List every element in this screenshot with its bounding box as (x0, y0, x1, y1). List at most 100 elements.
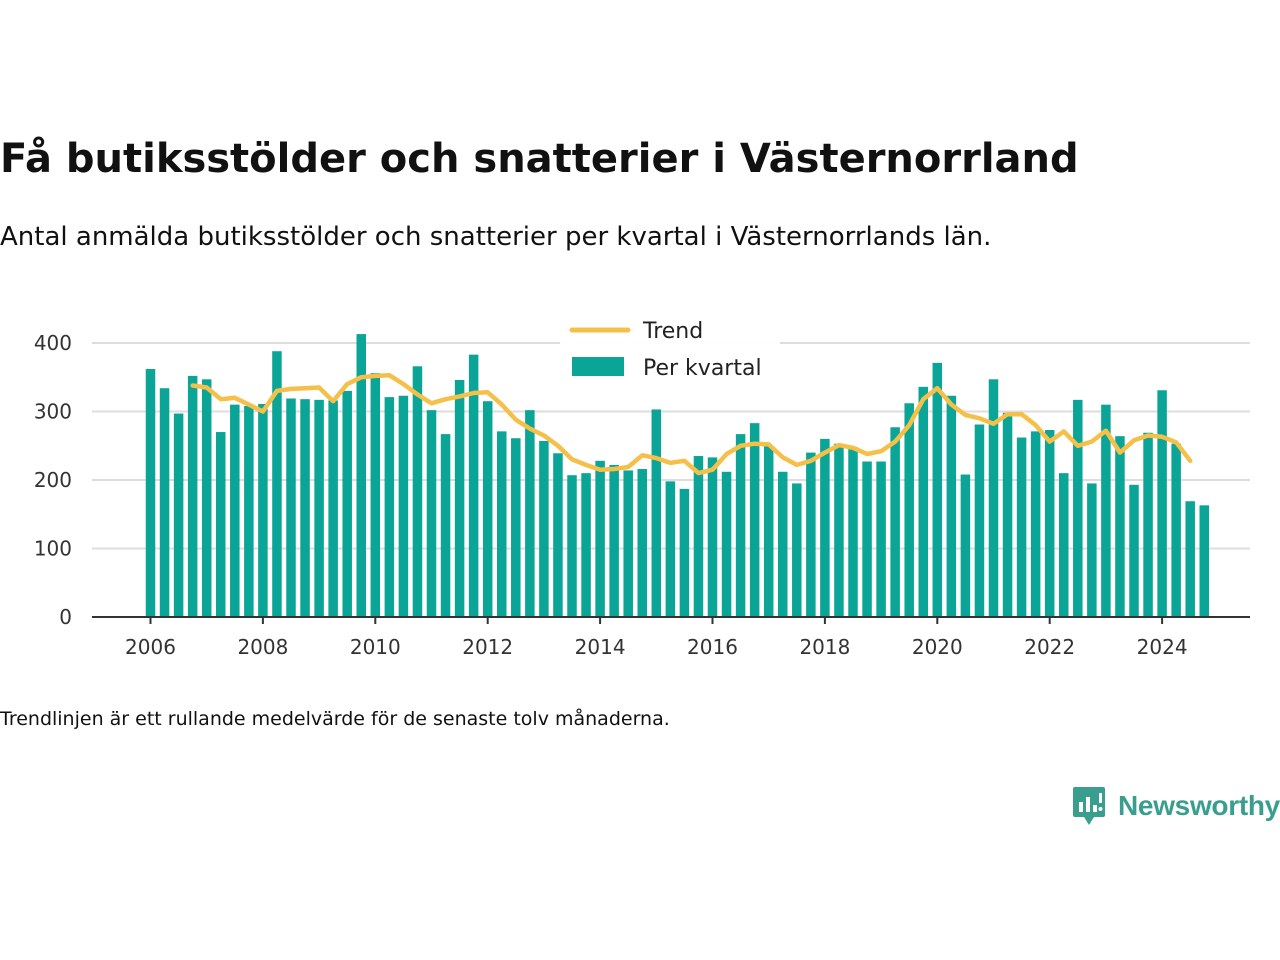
bar (862, 461, 872, 617)
bar (1185, 501, 1195, 617)
bar (1059, 473, 1069, 617)
bar (960, 474, 971, 617)
bar (187, 375, 198, 617)
bar-series (145, 334, 1209, 617)
bar (932, 362, 943, 617)
bar (1115, 436, 1125, 617)
bar (946, 395, 957, 617)
bar (244, 406, 254, 617)
chart-title: Få butiksstölder och snatterier i Väster… (0, 136, 1079, 182)
legend-bar-label: Per kvartal (643, 356, 762, 381)
bar (609, 464, 619, 617)
bar (581, 473, 591, 617)
x-tick-label: 2024 (1137, 635, 1188, 659)
bar (342, 390, 352, 617)
bar (440, 434, 451, 617)
bar (1073, 399, 1083, 617)
bar (384, 397, 395, 617)
bar (553, 453, 563, 617)
y-tick-label: 300 (34, 400, 72, 424)
bar (159, 388, 170, 617)
bar (918, 386, 928, 617)
bar (511, 438, 521, 617)
y-tick-label: 100 (34, 537, 72, 561)
bar (665, 481, 676, 617)
bar (328, 400, 338, 617)
bar (426, 410, 437, 617)
bar (834, 443, 844, 617)
bar (1157, 390, 1167, 617)
trend-series (190, 372, 1193, 476)
x-axis-ticks: 2006 2008 2010 2012 2014 2016 2018 2020 2022 2024 (125, 617, 1188, 659)
bar (749, 423, 760, 617)
bar (230, 404, 240, 617)
x-tick-label: 2022 (1024, 635, 1075, 659)
trend-line (190, 372, 1193, 476)
legend-trend-label: Trend (642, 319, 703, 344)
bar (314, 399, 324, 617)
bar (497, 431, 507, 617)
bar (525, 410, 535, 617)
bar (848, 447, 858, 617)
bar (468, 354, 479, 617)
bar (707, 457, 718, 617)
bar (637, 469, 647, 617)
bar (721, 471, 732, 617)
y-tick-label: 400 (34, 331, 72, 355)
bar (792, 483, 802, 617)
x-tick-label: 2018 (799, 635, 850, 659)
y-axis-ticks: 0 100 200 300 400 (34, 331, 72, 629)
bar (679, 488, 690, 617)
legend-bar-swatch (572, 357, 624, 376)
bar (173, 413, 184, 617)
bar (974, 424, 985, 617)
x-tick-label: 2012 (462, 635, 513, 659)
bar (595, 460, 605, 617)
bar (272, 351, 282, 617)
brand-name: Newsworthy (1118, 790, 1280, 821)
bar (890, 427, 900, 617)
bar (693, 456, 704, 617)
x-tick-label: 2020 (912, 635, 963, 659)
bar (300, 399, 310, 617)
y-tick-label: 200 (34, 468, 72, 492)
bar (1143, 432, 1153, 617)
bar (1171, 443, 1181, 617)
legend: Trend Per kvartal (560, 312, 780, 388)
bar (904, 403, 914, 617)
x-tick-label: 2014 (575, 635, 626, 659)
x-tick-label: 2010 (350, 635, 401, 659)
footnote: Trendlinjen är ett rullande medelvärde f… (0, 708, 670, 730)
bar (539, 440, 549, 617)
bar (216, 432, 226, 617)
chart-subtitle: Antal anmälda butiksstölder och snatteri… (0, 222, 992, 252)
bar (763, 445, 774, 617)
brand: Newsworthy (1072, 784, 1280, 828)
bar (1087, 483, 1097, 617)
bar (820, 438, 830, 617)
bar (454, 379, 465, 617)
x-tick-label: 2016 (687, 635, 738, 659)
bar (482, 401, 493, 617)
y-tick-label: 0 (59, 605, 72, 629)
bar (286, 398, 296, 617)
bar (1199, 505, 1209, 617)
chart-speech-bubble-icon (1073, 787, 1105, 825)
bar (1101, 404, 1111, 617)
bar (876, 461, 886, 617)
bar (412, 366, 423, 617)
bar (567, 475, 577, 617)
bar (398, 395, 409, 617)
bar (651, 409, 662, 617)
x-tick-label: 2008 (237, 635, 288, 659)
bar (145, 369, 156, 617)
bar (1016, 437, 1027, 617)
bar (370, 373, 381, 617)
bar (778, 471, 788, 617)
bar (988, 379, 999, 617)
bar (623, 470, 633, 617)
bar (356, 334, 366, 617)
bar (201, 379, 212, 617)
bar (1044, 429, 1055, 617)
